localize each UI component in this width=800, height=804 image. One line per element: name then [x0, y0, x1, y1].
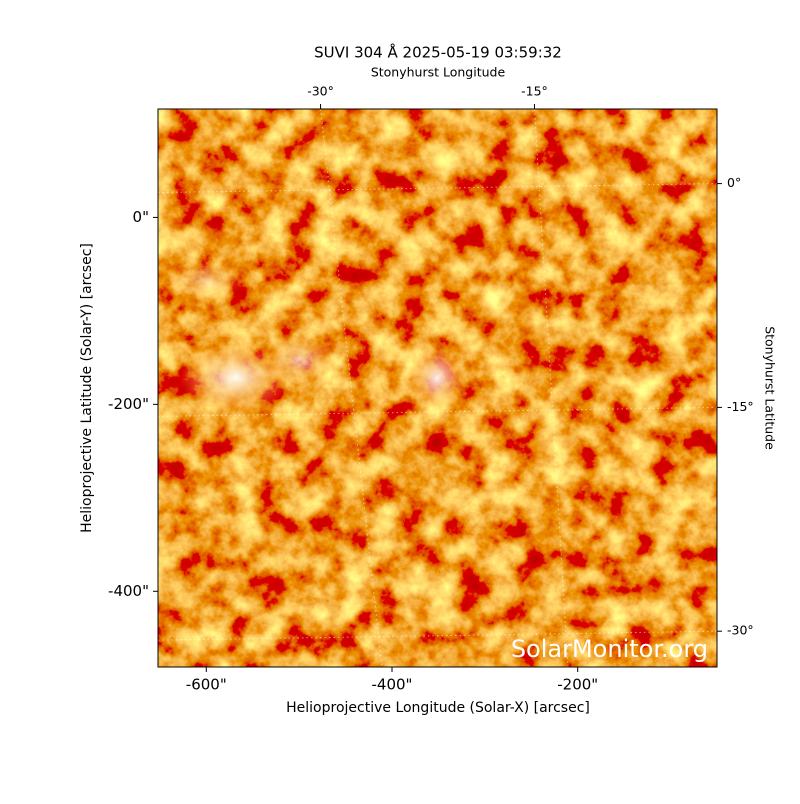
x-tick-label: -600"	[186, 676, 227, 694]
y2-tick-label: 0°	[727, 175, 741, 190]
y2-tick-label: -15°	[727, 399, 754, 414]
watermark: SolarMonitor.org	[511, 635, 708, 663]
grid-line	[157, 406, 718, 417]
plot-frame	[157, 108, 718, 668]
grid-line	[533, 108, 569, 668]
x2-tick-label: -15°	[521, 84, 548, 99]
y2-label: Stonyhurst Latitude	[763, 326, 778, 450]
grid-line	[157, 630, 718, 641]
y-tick-label: -400"	[108, 582, 149, 600]
y-label: Helioprojective Latitude (Solar-Y) [arcs…	[79, 243, 95, 533]
x2-tick-label: -30°	[307, 84, 334, 99]
solar-image	[158, 109, 717, 667]
x-tick-label: -400"	[372, 676, 413, 694]
chart-title: SUVI 304 Å 2025-05-19 03:59:32	[314, 43, 562, 62]
x2-label: Stonyhurst Longitude	[371, 65, 506, 80]
x-tick-label: -200"	[557, 676, 598, 694]
y2-tick-label: -30°	[727, 623, 754, 638]
y-tick-label: 0"	[133, 208, 149, 226]
x-label: Helioprojective Longitude (Solar-X) [arc…	[286, 700, 590, 716]
y-tick-label: -200"	[108, 395, 149, 413]
grid-line	[157, 183, 718, 194]
